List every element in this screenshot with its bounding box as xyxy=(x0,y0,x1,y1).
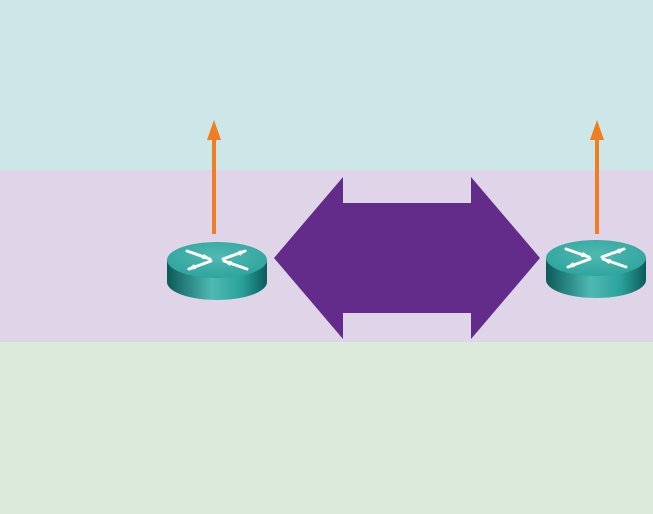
right-uplink-up-arrow-icon xyxy=(590,120,604,234)
router-arrows-icon xyxy=(564,247,628,269)
left-uplink-up-arrow-icon xyxy=(207,120,221,234)
left-router-icon xyxy=(167,242,267,300)
bottom-layer-band xyxy=(0,342,653,514)
top-layer-band xyxy=(0,0,653,170)
bidirectional-arrow-icon xyxy=(274,177,540,339)
right-router-icon xyxy=(546,240,646,298)
router-arrows-icon xyxy=(185,249,249,271)
